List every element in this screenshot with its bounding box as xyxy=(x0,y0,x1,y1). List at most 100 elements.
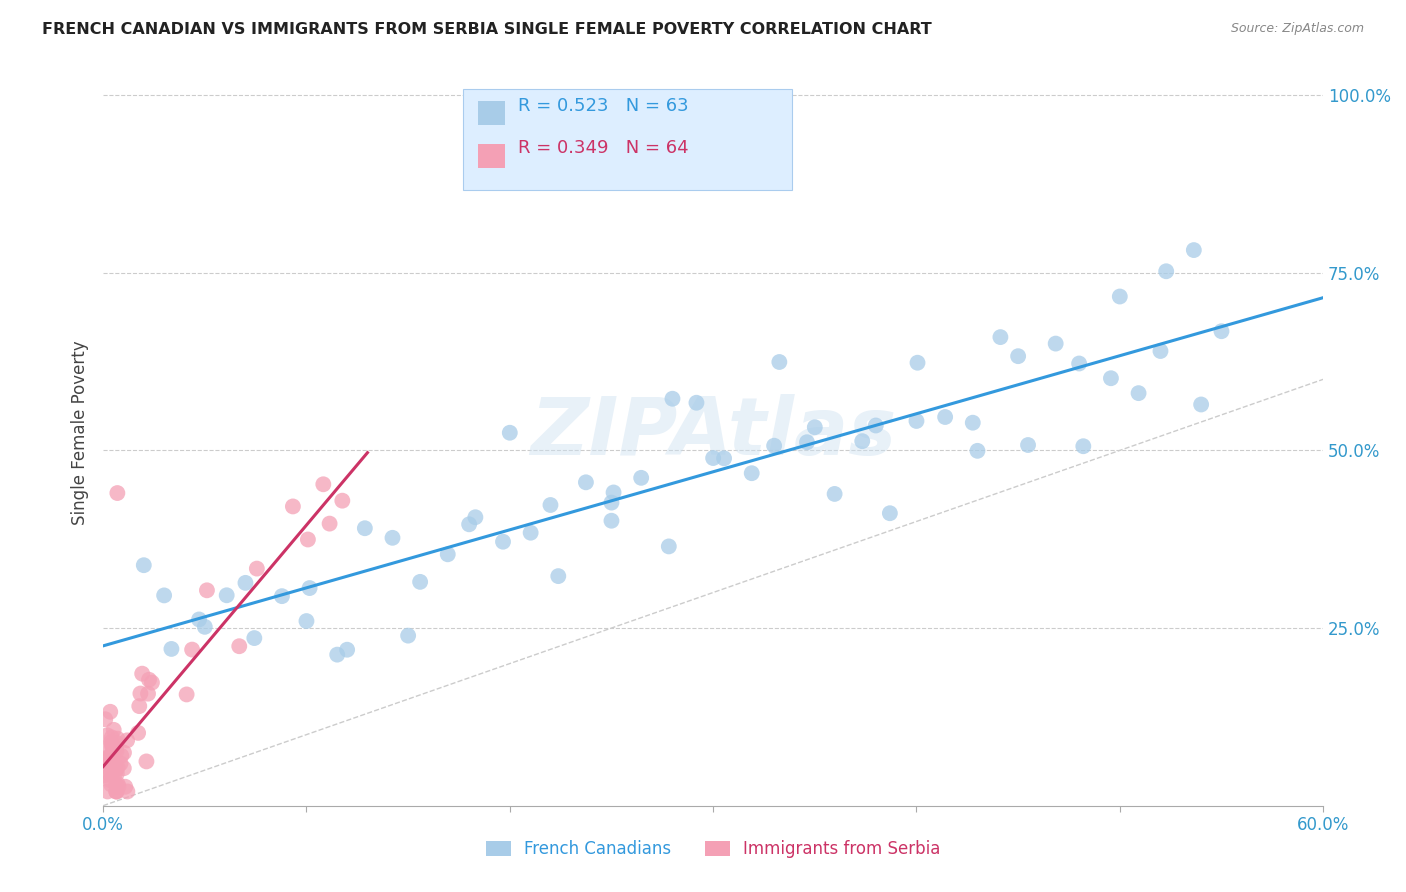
Y-axis label: Single Female Poverty: Single Female Poverty xyxy=(72,341,89,525)
Point xyxy=(354,521,377,535)
Point xyxy=(630,471,652,485)
Point xyxy=(127,726,149,740)
Point xyxy=(104,763,127,777)
Point xyxy=(907,356,929,370)
FancyBboxPatch shape xyxy=(478,102,505,125)
Point xyxy=(105,731,128,746)
Point xyxy=(243,631,266,645)
Point xyxy=(135,755,157,769)
Point xyxy=(966,443,988,458)
Point xyxy=(98,755,121,769)
Point xyxy=(851,434,873,449)
FancyBboxPatch shape xyxy=(463,89,793,190)
Point xyxy=(105,736,128,750)
Point xyxy=(409,574,432,589)
Point xyxy=(436,547,458,561)
Point xyxy=(181,642,204,657)
Point xyxy=(96,784,118,798)
Point xyxy=(98,773,121,788)
Point xyxy=(297,533,319,547)
Point xyxy=(138,673,160,687)
Point xyxy=(107,760,129,774)
Point xyxy=(962,416,984,430)
Point xyxy=(934,409,956,424)
Point xyxy=(458,517,481,532)
Point xyxy=(107,777,129,791)
Point xyxy=(98,767,121,781)
Point xyxy=(763,439,786,453)
Point xyxy=(464,510,486,524)
Point xyxy=(100,755,122,769)
Point xyxy=(804,420,827,434)
Point xyxy=(1182,243,1205,257)
Point xyxy=(1154,264,1177,278)
Point xyxy=(110,756,132,771)
Point xyxy=(519,525,541,540)
Point xyxy=(101,739,124,753)
Point xyxy=(105,784,128,798)
Point xyxy=(600,495,623,509)
Point xyxy=(100,731,122,745)
Point xyxy=(1211,324,1233,338)
Point xyxy=(105,784,128,798)
Point xyxy=(98,750,121,764)
Point xyxy=(575,475,598,490)
Point xyxy=(713,451,735,466)
Point xyxy=(326,648,349,662)
Point xyxy=(879,506,901,520)
Point xyxy=(824,487,846,501)
Point xyxy=(94,751,117,765)
Point xyxy=(492,534,515,549)
Point xyxy=(114,780,136,794)
Point xyxy=(100,735,122,749)
Point xyxy=(499,425,522,440)
Point xyxy=(1071,439,1094,453)
Point xyxy=(96,742,118,756)
Text: R = 0.349   N = 64: R = 0.349 N = 64 xyxy=(517,138,689,157)
Point xyxy=(661,392,683,406)
Point xyxy=(129,686,152,700)
Point xyxy=(96,728,118,742)
Point xyxy=(271,589,294,603)
Point xyxy=(796,435,818,450)
FancyBboxPatch shape xyxy=(478,144,505,168)
Point xyxy=(1069,357,1091,371)
Point xyxy=(115,733,138,747)
Point xyxy=(195,583,218,598)
Point xyxy=(1099,371,1122,385)
Point xyxy=(295,614,318,628)
Point xyxy=(160,642,183,657)
Point xyxy=(104,766,127,780)
Text: FRENCH CANADIAN VS IMMIGRANTS FROM SERBIA SINGLE FEMALE POVERTY CORRELATION CHAR: FRENCH CANADIAN VS IMMIGRANTS FROM SERBI… xyxy=(42,22,932,37)
Text: ZIPAtlas: ZIPAtlas xyxy=(530,393,896,472)
Point xyxy=(105,744,128,758)
Point xyxy=(141,675,163,690)
Point xyxy=(312,477,335,491)
Point xyxy=(215,588,238,602)
Point xyxy=(103,723,125,737)
Point xyxy=(396,629,419,643)
Point xyxy=(1128,386,1150,401)
Point xyxy=(94,712,117,726)
Point xyxy=(336,642,359,657)
Point xyxy=(104,741,127,756)
Point xyxy=(741,467,763,481)
Point xyxy=(246,561,269,575)
Point xyxy=(112,746,135,760)
Point xyxy=(136,687,159,701)
Legend: French Canadians, Immigrants from Serbia: French Canadians, Immigrants from Serbia xyxy=(479,833,948,864)
Point xyxy=(98,705,121,719)
Point xyxy=(1189,397,1212,411)
Point xyxy=(117,784,139,798)
Point xyxy=(547,569,569,583)
Point xyxy=(188,612,211,626)
Point xyxy=(685,396,707,410)
Point xyxy=(194,620,217,634)
Point xyxy=(104,758,127,772)
Point xyxy=(105,778,128,792)
Point xyxy=(100,749,122,764)
Point xyxy=(702,451,724,466)
Point xyxy=(100,777,122,791)
Text: Source: ZipAtlas.com: Source: ZipAtlas.com xyxy=(1230,22,1364,36)
Point xyxy=(1007,349,1029,363)
